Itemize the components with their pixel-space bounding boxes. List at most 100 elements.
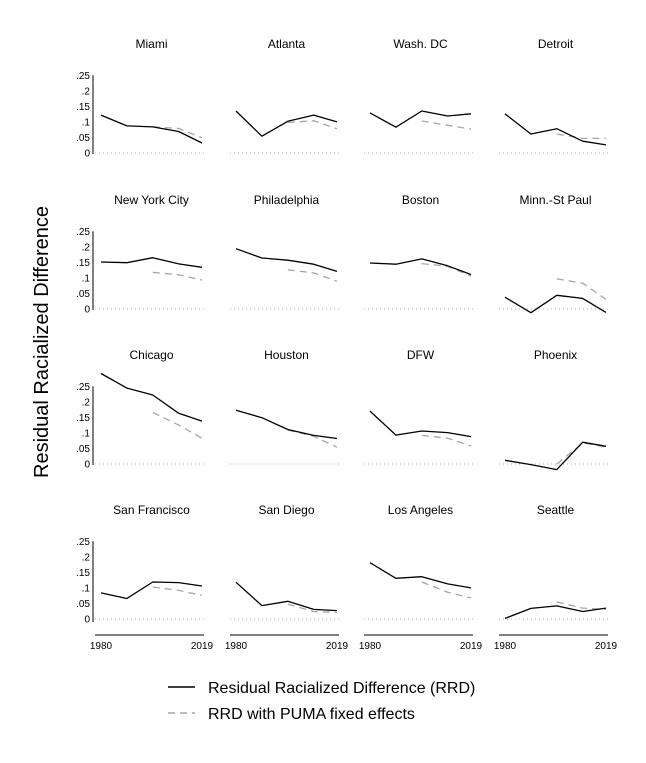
legend-puma-label: RRD with PUMA fixed effects [208,706,415,723]
x-tick-label: 1980 [359,641,382,652]
puma-series-line [421,434,472,447]
y-tick-label: .2 [82,552,91,563]
panel-chicago: Chicago 0 .05 .1 .15 .2 .25 [76,348,204,471]
y-tick-label: .15 [76,258,90,269]
panel-title: New York City [114,193,189,207]
x-tick-label: 1980 [90,641,113,652]
panel-san-diego: San Diego 1980 2019 [225,503,349,652]
panel-title: DFW [407,348,435,362]
rrd-series-line [504,113,607,146]
panel-los-angeles: Los Angeles 1980 2019 [359,503,483,652]
puma-series-line [421,581,472,599]
y-tick-label: .05 [76,289,90,300]
y-tick-label: .25 [76,227,90,238]
panel-title: San Francisco [113,503,190,517]
panel-title: Detroit [538,37,574,51]
panel-title: Chicago [129,348,173,362]
puma-series-line [556,442,607,465]
x-tick-label: 2019 [595,641,618,652]
panel-philadelphia: Philadelphia [230,193,339,310]
y-tick-label: .15 [76,102,90,113]
rrd-series-line [504,605,607,620]
rrd-series-line [100,257,203,268]
panel-boston: Boston [364,193,473,310]
puma-series-line [287,120,338,130]
y-tick-label: .05 [76,133,90,144]
x-tick-label: 2019 [191,641,214,652]
y-tick-label: .1 [82,117,91,128]
puma-series-line [556,601,607,611]
puma-series-line [287,269,338,282]
puma-series-line [556,133,606,140]
y-tick-label: .05 [76,599,90,610]
x-tick-label: 2019 [460,641,483,652]
panel-title: Los Angeles [388,503,453,517]
y-tick-label: .15 [76,413,90,424]
panel-seattle: Seattle 1980 2019 [494,503,618,652]
y-tick-label: 0 [84,149,90,160]
panel-title: Minn.-St Paul [519,193,591,207]
panel-minn-st-paul: Minn.-St Paul [499,193,608,314]
y-tick-label: 0 [84,460,90,471]
panel-title: Atlanta [268,37,306,51]
panel-dfw: DFW [364,348,473,465]
y-tick-label: 0 [84,615,90,626]
y-tick-label: .05 [76,444,90,455]
rrd-series-line [504,441,607,471]
y-tick-label: .25 [76,537,90,548]
y-tick-label: .2 [82,397,91,408]
rrd-series-line [369,110,472,128]
panel-atlanta: Atlanta [230,37,339,154]
puma-series-line [421,120,472,130]
rrd-series-line [100,581,203,600]
rrd-series-line [369,258,472,276]
rrd-series-line [504,294,607,314]
rrd-series-line [235,248,338,273]
rrd-series-line [100,114,203,144]
puma-series-line [556,278,607,300]
panel-phoenix: Phoenix [499,348,608,471]
panel-title: San Diego [258,503,314,517]
puma-series-line [287,603,338,614]
panel-detroit: Detroit [499,37,608,154]
rrd-series-line [369,562,472,589]
x-tick-label: 1980 [225,641,248,652]
x-tick-label: 2019 [326,641,349,652]
y-tick-label: .25 [76,71,90,82]
rrd-series-line [235,409,338,440]
panel-title: Philadelphia [254,193,320,207]
y-tick-label: .1 [82,583,91,594]
panel-title: Phoenix [534,348,577,362]
panel-title: Boston [402,193,439,207]
y-axis-label: Residual Racialized Difference [31,206,53,478]
y-tick-label: 0 [84,305,90,316]
panel-miami: Miami 0 .05 .1 .15 .2 .25 [76,37,204,160]
puma-series-line [152,271,203,281]
x-tick-label: 1980 [494,641,517,652]
panel-houston: Houston [230,348,339,465]
y-tick-label: .2 [82,86,91,97]
panel-title: Seattle [537,503,575,517]
legend-rrd-label: Residual Racialized Difference (RRD) [208,680,475,697]
panel-title: Houston [264,348,309,362]
y-tick-label: .25 [76,382,90,393]
panel-san-francisco: San Francisco 0 .05 .1 .15 .2 .25 1980 2019 [76,503,213,652]
rrd-series-line [369,410,472,438]
panel-wash-dc: Wash. DC [364,37,473,154]
y-tick-label: .15 [76,568,90,579]
panel-new-york-city: New York City 0 .05 .1 .15 .2 .25 [76,193,204,316]
puma-series-line [152,586,203,597]
puma-series-line [287,429,338,448]
rrd-series-line [235,581,338,612]
rrd-series-line [100,372,203,422]
y-tick-label: .2 [82,242,91,253]
panel-title: Wash. DC [393,37,448,51]
y-tick-label: .1 [82,273,91,284]
panel-grid: Miami 0 .05 .1 .15 .2 .25 Atlanta Wash. DC Detroi… [76,37,617,652]
y-tick-label: .1 [82,428,91,439]
puma-series-line [152,411,203,439]
rrd-series-line [235,110,338,137]
legend: Residual Racialized Difference (RRD) RRD… [168,680,475,723]
puma-series-line [152,126,203,139]
